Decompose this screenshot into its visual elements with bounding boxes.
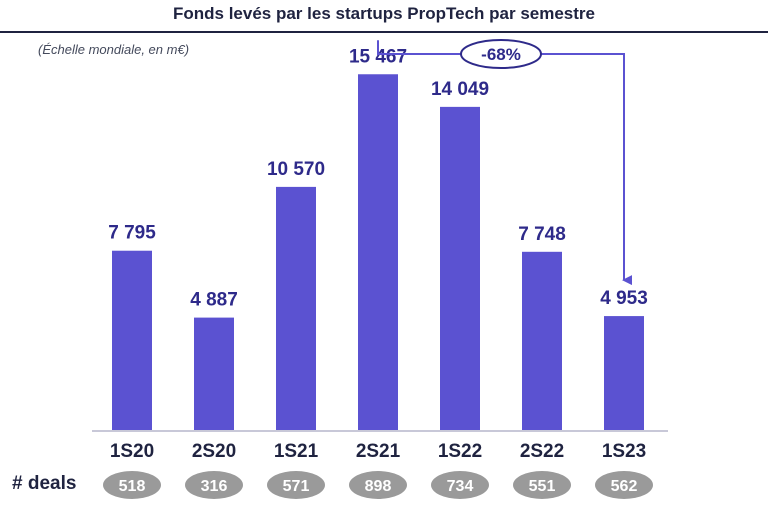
- x-tick-label-2S22: 2S22: [520, 441, 564, 462]
- x-tick-label-1S21: 1S21: [274, 441, 319, 462]
- deal-count-2S22: 551: [529, 478, 556, 495]
- bar-1S23: [604, 316, 644, 430]
- annotation-layer: -68%: [377, 39, 632, 286]
- deal-pill-2S21: [349, 471, 407, 499]
- bar-2S21: [358, 74, 398, 430]
- bar-1S20: [112, 250, 152, 430]
- deal-pill-2S22: [513, 471, 571, 499]
- bar-2S22: [522, 251, 562, 430]
- value-label-2S21: 15 467: [349, 46, 407, 67]
- deal-pill-1S23: [595, 471, 653, 499]
- value-label-1S22: 14 049: [431, 79, 489, 100]
- chart-title: Fonds levés par les startups PropTech pa…: [172, 4, 595, 23]
- chart-subtitle: (Échelle mondiale, en m€): [38, 42, 190, 57]
- change-badge-label: -68%: [481, 45, 521, 64]
- value-label-1S21: 10 570: [267, 159, 325, 180]
- x-tick-label-2S21: 2S21: [356, 441, 401, 462]
- value-label-2S22: 7 748: [518, 224, 566, 245]
- x-tick-label-1S23: 1S23: [602, 441, 646, 462]
- value-label-2S20: 4 887: [190, 290, 238, 311]
- bar-1S21: [276, 186, 316, 430]
- title-divider: [0, 31, 768, 33]
- deal-count-2S21: 898: [365, 478, 392, 495]
- bars-layer: 7 795 1S20 518 4 887 2S20 316 10 570 1S21 571 15 …: [92, 46, 668, 499]
- change-badge: [460, 39, 542, 69]
- deal-count-1S22: 734: [447, 478, 474, 495]
- bar-2S20: [194, 317, 234, 430]
- deals-label: # deals: [12, 473, 77, 494]
- x-tick-label-1S22: 1S22: [438, 441, 482, 462]
- deal-pill-1S21: [267, 471, 325, 499]
- deal-count-1S23: 562: [611, 478, 638, 495]
- deal-pill-2S20: [185, 471, 243, 499]
- deal-count-2S20: 316: [201, 478, 228, 495]
- deal-pill-1S20: [103, 471, 161, 499]
- change-arrow: [377, 40, 632, 286]
- bar-1S22: [440, 106, 480, 431]
- x-tick-label-2S20: 2S20: [192, 441, 236, 462]
- deal-count-1S21: 571: [283, 478, 310, 495]
- value-label-1S23: 4 953: [600, 288, 648, 309]
- value-label-1S20: 7 795: [108, 223, 156, 244]
- deal-pill-1S22: [431, 471, 489, 499]
- deal-count-1S20: 518: [119, 478, 146, 495]
- x-tick-label-1S20: 1S20: [110, 441, 154, 462]
